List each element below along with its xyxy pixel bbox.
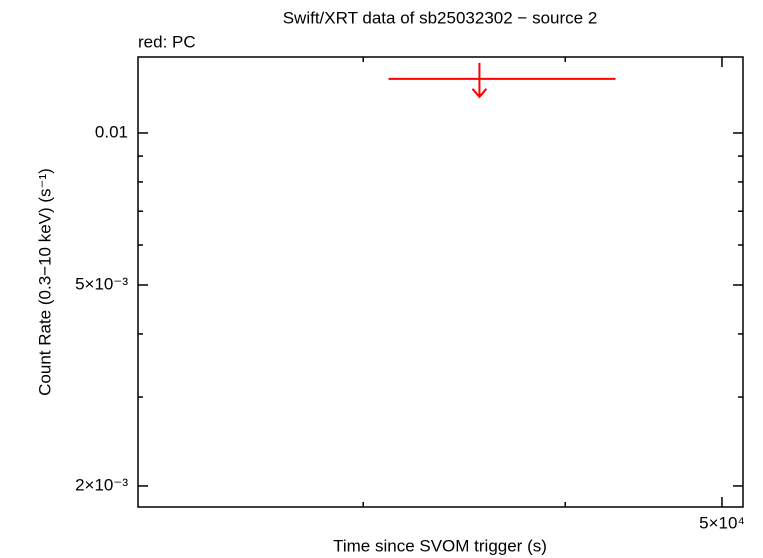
legend-note: red: PC bbox=[138, 32, 196, 51]
y-tick-label: 2×10⁻³ bbox=[75, 475, 128, 494]
x-tick-label: 5×10⁴ bbox=[699, 513, 745, 532]
y-axis-label: Count Rate (0.3−10 keV) (s⁻¹) bbox=[35, 168, 54, 396]
upper-limit-arrow bbox=[471, 62, 488, 99]
chart-title: Swift/XRT data of sb25032302 − source 2 bbox=[283, 8, 598, 27]
plot-frame bbox=[137, 56, 744, 508]
y-tick-label: 5×10⁻³ bbox=[75, 274, 128, 293]
x-axis-label: Time since SVOM trigger (s) bbox=[333, 536, 547, 555]
y-tick-label: 0.01 bbox=[95, 122, 128, 141]
